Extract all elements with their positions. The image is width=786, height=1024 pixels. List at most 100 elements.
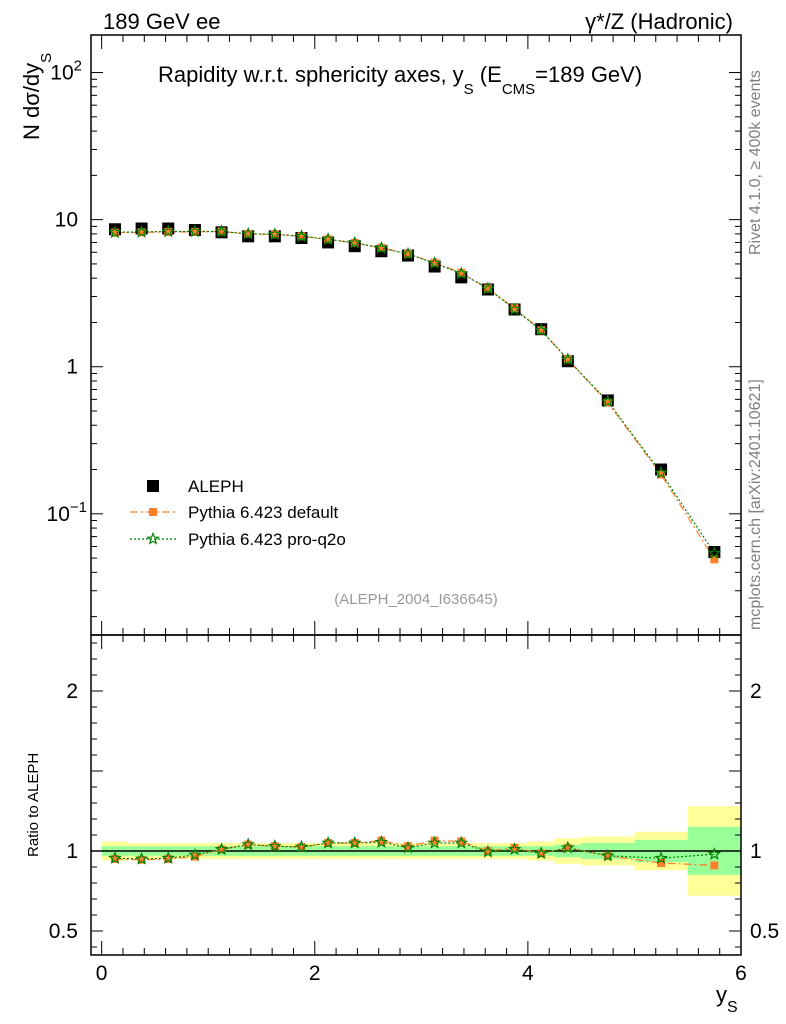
data-point-pythia-proq2o — [600, 394, 615, 408]
data-point-pythia-proq2o — [188, 224, 202, 238]
ratio-point-pythia-proq2o — [347, 835, 362, 849]
ratio-point-pythia-proq2o — [560, 840, 575, 854]
analysis-id-label: (ALEPH_2004_I636645) — [334, 591, 497, 608]
ratio-point-pythia-default — [430, 836, 439, 845]
ratio-point-pythia-default — [324, 839, 333, 847]
data-point-pythia-default — [350, 238, 359, 247]
legend-label-aleph: ALEPH — [188, 477, 244, 496]
legend-star-shape — [146, 531, 160, 545]
rivet-version-label: Rivet 4.1.0, ≥ 400k events — [747, 70, 764, 255]
data-point-pythia-default — [377, 243, 386, 252]
ratio-point-pythia-proq2o — [600, 848, 615, 862]
ratio-panel: 2 2 1 1 0.5 0.5 0 2 4 6 — [49, 634, 779, 985]
ratio-y-tick-label-right: 2 — [750, 680, 762, 703]
data-point-pythia-proq2o — [560, 352, 575, 366]
data-point-pythia-default — [404, 249, 413, 258]
ratio-point-pythia-proq2o — [534, 846, 549, 860]
main-y-tick-label: 102 — [50, 58, 82, 85]
main-y-tick-label: 10−1 — [47, 499, 87, 526]
data-point-pythia-default — [510, 304, 519, 313]
ratio-y-axis-label: Ratio to ALEPH — [25, 753, 42, 857]
ratio-point-pythia-default — [217, 845, 226, 854]
x-axis-label: yS — [716, 982, 738, 1016]
data-point-pythia-proq2o — [214, 224, 229, 238]
ratio-line-pythia-proq2o — [114, 841, 715, 860]
data-point-pythia-default — [297, 232, 306, 241]
ratio-point-pythia-proq2o — [108, 850, 122, 864]
ratio-point-pythia-proq2o — [161, 850, 176, 864]
ratio-point-pythia-default — [244, 840, 253, 849]
data-point-pythia-default — [457, 268, 466, 277]
data-point-pythia-proq2o — [374, 240, 389, 254]
ratio-point-pythia-default — [270, 842, 279, 851]
data-point-pythia-default — [164, 227, 173, 236]
ratio-point-pythia-default — [164, 855, 173, 863]
mcplots-label: mcplots.cern.ch [arXiv:2401.10621] — [747, 379, 764, 630]
data-point-pythia-proq2o — [321, 232, 335, 246]
data-point-pythia-default — [270, 230, 279, 239]
ratio-point-pythia-proq2o — [374, 834, 389, 848]
data-point-pythia-proq2o — [534, 323, 549, 337]
ratio-point-pythia-proq2o — [454, 835, 469, 849]
ratio-point-pythia-proq2o — [707, 846, 722, 860]
data-point-pythia-default — [710, 555, 719, 564]
data-point-pythia-default — [430, 258, 439, 267]
legend: ALEPH Pythia 6.423 default Pythia 6.423 … — [130, 477, 346, 549]
main-y-tick-label: 10 — [55, 209, 78, 232]
ratio-point-pythia-proq2o — [654, 850, 668, 864]
ratio-point-pythia-default — [483, 847, 492, 855]
legend-label-pythia-proq2o: Pythia 6.423 pro-q2o — [188, 530, 346, 549]
ratio-point-pythia-default — [404, 842, 413, 851]
ratio-point-pythia-proq2o — [427, 835, 442, 849]
ratio-point-pythia-default — [603, 851, 612, 860]
legend-label-pythia-default: Pythia 6.423 default — [188, 503, 339, 522]
data-point-pythia-proq2o — [108, 225, 122, 239]
ratio-point-pythia-default — [377, 836, 386, 845]
ratio-plot-frame — [90, 634, 742, 956]
ratio-point-pythia-proq2o — [214, 842, 229, 856]
ratio-y-tick-label: 2 — [66, 680, 78, 703]
ratio-y-tick-label-right: 1 — [750, 840, 762, 863]
legend-marker-aleph — [147, 480, 159, 492]
main-y-axis-label: N dσ/dyS — [19, 53, 55, 140]
data-point-pythia-default — [563, 355, 572, 364]
main-y-tick-label: 1 — [66, 356, 78, 379]
data-point-pythia-proq2o — [294, 229, 309, 243]
ratio-point-pythia-default — [657, 859, 666, 867]
ratio-point-pythia-default — [297, 843, 306, 851]
series-line-pythia-proq2o — [114, 230, 715, 554]
legend-marker-pythia-proq2o — [146, 531, 160, 545]
x-tick-label: 6 — [735, 962, 747, 985]
data-point-pythia-default — [137, 228, 146, 237]
ratio-point-pythia-default — [563, 843, 572, 852]
data-point-pythia-default — [190, 227, 199, 236]
ratio-point-pythia-proq2o — [188, 847, 202, 861]
ratio-y-tick-label-right: 0.5 — [750, 920, 779, 943]
ratio-y-tick-label: 0.5 — [49, 920, 78, 943]
ratio-point-pythia-proq2o — [294, 839, 309, 853]
header-right-title: γ*/Z (Hadronic) — [585, 9, 733, 34]
ratio-point-pythia-default — [710, 861, 719, 870]
legend-marker-pythia-default — [149, 508, 157, 516]
ratio-point-pythia-default — [350, 839, 359, 847]
data-point-pythia-proq2o — [267, 227, 282, 241]
data-point-pythia-proq2o — [241, 226, 256, 240]
data-point-pythia-proq2o — [427, 256, 442, 270]
ratio-point-pythia-proq2o — [267, 838, 282, 852]
x-tick-label: 0 — [96, 962, 108, 985]
ratio-point-pythia-proq2o — [241, 837, 256, 851]
ratio-point-pythia-default — [457, 837, 466, 846]
data-point-pythia-default — [483, 284, 492, 293]
data-point-pythia-default — [110, 228, 119, 237]
data-point-pythia-default — [244, 229, 253, 238]
data-point-pythia-proq2o — [347, 235, 362, 249]
x-tick-label: 4 — [522, 962, 534, 985]
data-point-pythia-proq2o — [161, 224, 176, 238]
data-point-pythia-proq2o — [401, 246, 415, 260]
ratio-point-pythia-proq2o — [401, 840, 415, 854]
data-point-pythia-proq2o — [454, 266, 469, 280]
ratio-point-pythia-proq2o — [481, 844, 495, 858]
data-point-pythia-default — [603, 398, 612, 407]
data-point-pythia-proq2o — [707, 545, 722, 559]
